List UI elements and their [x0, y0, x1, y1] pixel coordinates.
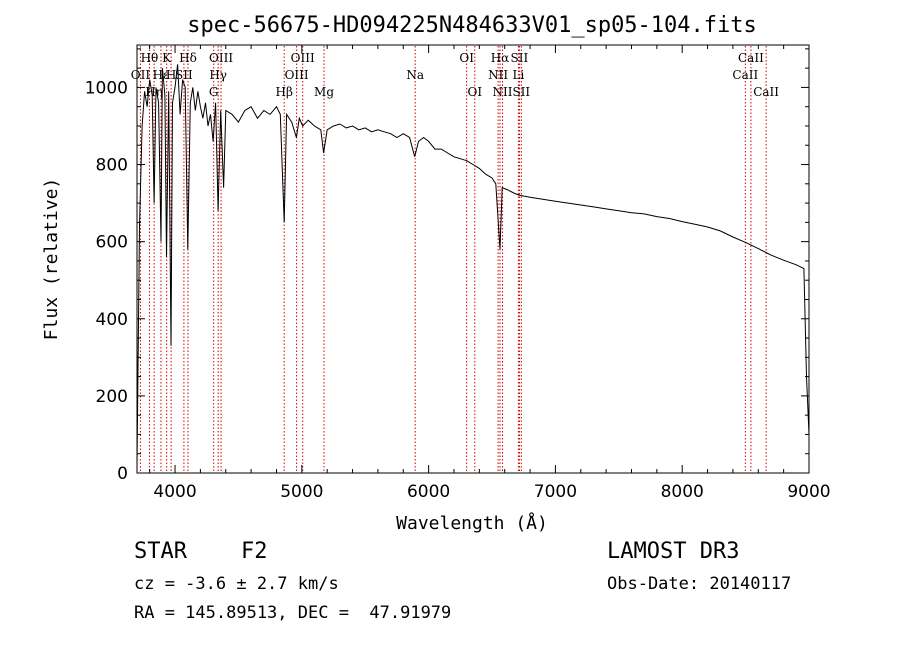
- chart-title: spec-56675-HD094225N484633V01_sp05-104.f…: [187, 13, 757, 38]
- spectral-line-label: CaII: [738, 51, 764, 65]
- spectral-line-label: Na: [406, 68, 424, 82]
- x-tick-label: 4000: [153, 482, 196, 502]
- spectral-line-label: Hη: [145, 85, 163, 99]
- spectral-line-label: SII: [512, 85, 530, 99]
- subclass: F2: [241, 539, 268, 564]
- spectral-line-label: Mg: [314, 85, 334, 99]
- spectral-line-label: G: [209, 85, 219, 99]
- x-tick-label: 8000: [661, 482, 704, 502]
- y-tick-label: 1000: [85, 78, 128, 98]
- spectral-line-label: NII: [488, 68, 508, 82]
- y-axis-ticks: 0 200 400 600 800 1000: [85, 48, 809, 484]
- spectral-line-label: OIII: [209, 51, 233, 65]
- spectral-line-label: Hθ: [141, 51, 159, 65]
- spectral-line-label: OII: [131, 68, 151, 82]
- line-markers: [139, 46, 767, 472]
- spectral-line-label: OIII: [291, 51, 315, 65]
- spectral-line-label: Hβ: [276, 85, 293, 99]
- obs-date: Obs-Date: 20140117: [607, 574, 792, 594]
- survey-name: LAMOST DR3: [607, 539, 740, 564]
- spectral-line-label: CaII: [732, 68, 758, 82]
- y-tick-label: 600: [96, 233, 128, 253]
- flux-series-line: [136, 64, 810, 466]
- spectral-line-label: Hε: [153, 68, 170, 82]
- x-axis-ticks: 4000 5000 6000 7000 8000 9000: [149, 45, 831, 502]
- y-axis-label: Flux (relative): [41, 178, 62, 341]
- x-tick-label: 5000: [280, 482, 323, 502]
- x-tick-label: 9000: [787, 482, 830, 502]
- x-tick-label: 7000: [534, 482, 577, 502]
- spectral-line-label: CaII: [753, 85, 779, 99]
- spectral-line-label: NII: [493, 85, 513, 99]
- spectral-line-label: Hγ: [209, 68, 227, 82]
- spectral-line-label: H: [166, 68, 176, 82]
- x-axis-label: Wavelength (Å): [396, 512, 548, 534]
- spectral-line-label: OI: [467, 85, 482, 99]
- object-class: STAR: [134, 539, 187, 564]
- spectral-line-label: SII: [511, 51, 529, 65]
- spectral-line-label: SII: [175, 68, 193, 82]
- y-tick-label: 400: [96, 310, 128, 330]
- coordinates: RA = 145.89513, DEC = 47.91979: [134, 603, 452, 623]
- spectral-line-label: Hα: [491, 51, 510, 65]
- spectral-line-label: Hδ: [179, 51, 197, 65]
- y-tick-label: 800: [96, 156, 128, 176]
- y-tick-label: 0: [117, 464, 128, 484]
- spectral-line-label: OI: [459, 51, 474, 65]
- spectral-line-label: OIII: [285, 68, 309, 82]
- y-tick-label: 200: [96, 387, 128, 407]
- spectral-line-label: Li: [512, 68, 524, 82]
- redshift-value: cz = -3.6 ± 2.7 km/s: [134, 574, 339, 594]
- spectral-line-label: K: [162, 51, 172, 65]
- plot-frame: [136, 44, 810, 474]
- x-tick-label: 6000: [407, 482, 450, 502]
